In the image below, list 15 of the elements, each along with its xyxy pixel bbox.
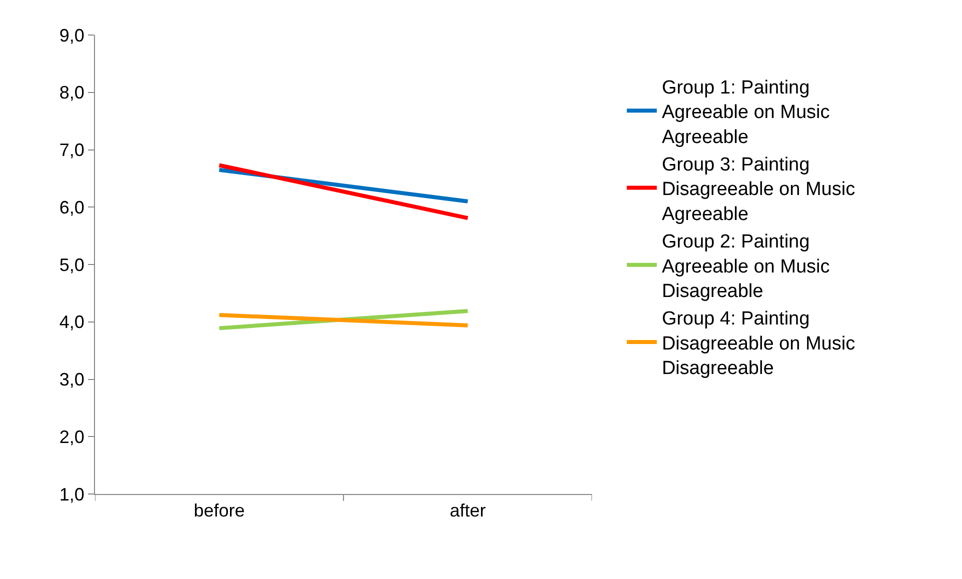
legend-label: Group 1: Painting Agreeable on Music Agreeable [662,77,830,148]
y-tick-label: 6,0 [59,197,84,218]
y-tick-label: 2,0 [59,426,84,447]
x-tick-label: after [450,500,486,521]
legend-label: Group 4: Painting Disagreeable on Music Disagreeable [662,308,856,380]
x-tick-label: before [194,500,245,521]
y-tick-label: 1,0 [59,484,84,504]
y-tick-label: 7,0 [59,140,84,160]
y-tick-label: 4,0 [59,312,84,332]
y-tick-label: 3,0 [59,370,84,390]
legend-label: Group 2: Painting Agreeable on Music Disagreable [662,232,830,302]
y-tick-label: 9,0 [59,25,84,46]
legend-label: Group 3: Painting Disagreeable on Music Agreeable [662,154,856,225]
y-tick-label: 8,0 [59,82,84,103]
y-tick-label: 5,0 [59,254,84,275]
